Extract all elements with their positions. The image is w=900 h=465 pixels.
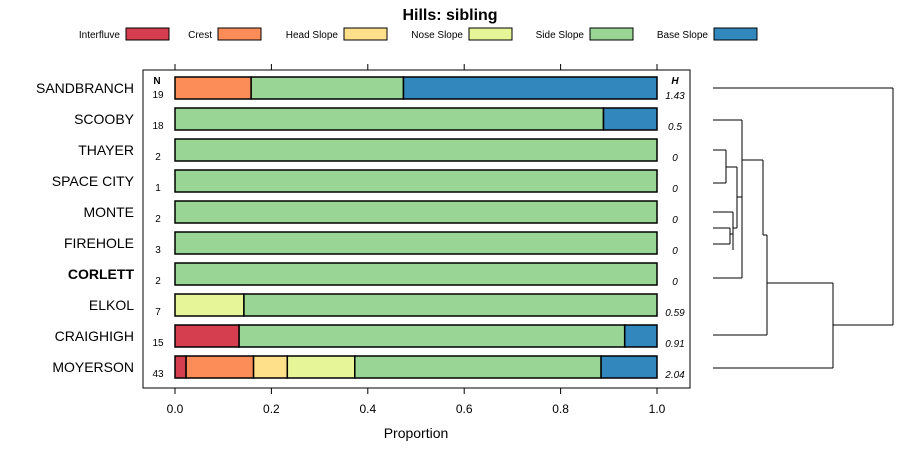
legend-label-base-slope: Base Slope [657,30,709,41]
bar-segment-side-slope [238,324,626,348]
x-tick-label: 0.0 [167,402,184,416]
x-axis: 0.0 0.2 0.4 0.6 0.8 1.0 [167,64,666,416]
bar-segment-side-slope [354,355,602,379]
h-column-header: H [671,76,679,87]
legend-label-nose-slope: Nose Slope [411,30,463,41]
legend-swatch-interfluve [125,27,170,41]
bar-row-space-city: SPACE CITY 1 0 [52,169,678,195]
legend-label-head-slope: Head Slope [286,30,339,41]
n-value: 19 [152,90,164,101]
x-tick-label: 0.2 [263,402,280,416]
legend-label-interfluve: Interfluve [79,30,121,41]
bar-segment-side-slope [174,138,658,162]
n-value: 2 [155,214,161,225]
n-value: 1 [155,183,161,194]
bar-row-corlett: CORLETT 2 0 [68,262,678,288]
category-label: MOYERSON [52,359,134,375]
x-axis-label: Proportion [384,425,449,441]
h-value: 0 [672,215,678,226]
h-value: 0.59 [665,308,685,319]
plot-panel [142,69,691,389]
x-tick-label: 1.0 [649,402,666,416]
dendrogram [713,87,894,369]
category-label: SPACE CITY [52,173,135,189]
x-tick-label: 0.4 [359,402,376,416]
bar-segment-crest [185,355,255,379]
bar-segment-base-slope [600,355,658,379]
bar-segment-base-slope [623,324,658,348]
bar-segment-nose-slope [286,355,356,379]
bar-segment-side-slope [174,231,658,255]
legend-swatch-base-slope [713,27,758,41]
legend-label-side-slope: Side Slope [536,30,585,41]
legend-label-crest: Crest [188,30,212,41]
n-value: 2 [155,276,161,287]
category-label: THAYER [78,142,134,158]
bar-segment-side-slope [174,262,658,286]
h-value: 2.04 [664,370,685,381]
bar-segment-side-slope [174,200,658,224]
bar-row-scooby: SCOOBY 18 0.5 [74,107,682,133]
bar-segment-side-slope [243,293,658,317]
legend-swatch-nose-slope [468,27,513,41]
bar-segment-base-slope [602,107,658,131]
n-value: 2 [155,152,161,163]
h-value: 0.91 [665,339,684,350]
bar-segment-interfluve [174,355,187,379]
category-label: CORLETT [68,266,135,282]
category-label: SANDBRANCH [36,80,134,96]
n-value: 3 [155,245,161,256]
bar-row-firehole: FIREHOLE 3 0 [64,231,678,257]
bar-row-thayer: THAYER 2 0 [78,138,678,164]
n-column-header: N [153,76,160,87]
bar-row-sandbranch: SANDBRANCH 19 1.43 [36,76,685,102]
legend-swatch-crest [217,27,262,41]
bar-segment-nose-slope [174,293,245,317]
n-value: 15 [152,338,164,349]
h-value: 0 [672,246,678,257]
h-value: 1.43 [665,91,685,102]
legend-swatch-side-slope [589,27,634,41]
x-tick-label: 0.6 [456,402,473,416]
h-value: 0 [672,153,678,164]
n-value: 18 [152,121,164,132]
bar-row-craighigh: CRAIGHIGH 15 0.91 [55,324,685,350]
legend-swatch-head-slope [343,27,388,41]
category-label: CRAIGHIGH [55,328,134,344]
category-label: ELKOL [89,297,134,313]
bar-segment-crest [174,76,252,100]
chart-title: Hills: sibling [402,7,497,24]
category-label: MONTE [83,204,134,220]
h-value: 0 [672,277,678,288]
n-value: 43 [152,369,164,380]
category-label: SCOOBY [74,111,135,127]
bar-segment-side-slope [250,76,405,100]
bar-segment-side-slope [174,107,605,131]
bar-row-monte: MONTE 2 0 [83,200,678,226]
bar-segment-interfluve [174,324,240,348]
bar-row-moyerson: MOYERSON 43 2.04 [52,355,685,381]
bar-segment-base-slope [402,76,658,100]
legend: Interfluve Crest Head Slope Nose Slope Side … [79,27,758,41]
h-value: 0 [672,184,678,195]
h-value: 0.5 [668,122,682,133]
bar-segment-side-slope [174,169,658,193]
x-tick-label: 0.8 [552,402,569,416]
bar-row-elkol: ELKOL 7 0.59 [89,293,685,319]
category-label: FIREHOLE [64,235,134,251]
bar-segment-head-slope [252,355,289,379]
n-value: 7 [155,307,161,318]
